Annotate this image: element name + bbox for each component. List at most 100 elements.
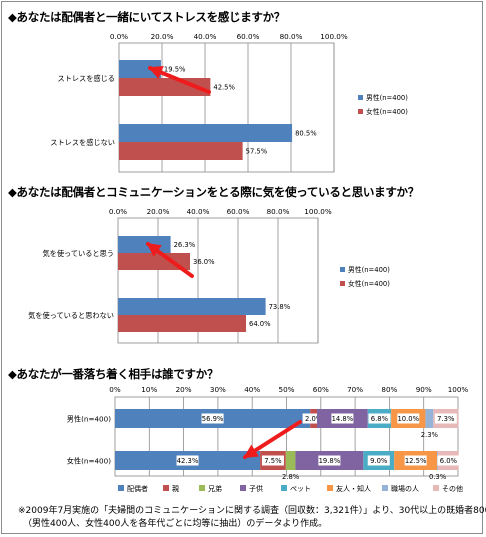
c3-tick-label: 80%: [381, 385, 397, 394]
c1-legend-swatch: [358, 109, 363, 114]
c3-legend-swatch: [240, 485, 246, 491]
c3-legend-swatch: [382, 485, 388, 491]
c3-data-label-bg: [318, 455, 341, 466]
c1-bar-male: [119, 60, 161, 78]
c3-data-label-bg: [176, 455, 199, 466]
arrow-annotation-2-head: [146, 242, 162, 257]
c1-legend-label: 女性(n=400): [366, 107, 408, 116]
c3-tick-label: 10%: [141, 385, 157, 394]
c3-data-label: 7.5%: [264, 457, 282, 465]
c2-tick-label: 100.0%: [304, 207, 332, 216]
c3-legend-swatch: [281, 485, 287, 491]
c2-tick-label: 0.0%: [109, 207, 127, 216]
c1-tick-label: 40.0%: [194, 32, 217, 41]
c3-data-label-bg: [331, 413, 354, 424]
c2-category-label: 気を使っていると思う: [42, 249, 114, 258]
c1-bar-female: [119, 142, 243, 160]
c1-legend-label: 男性(n=400): [366, 93, 408, 102]
c1-tick-label: 20.0%: [151, 32, 174, 41]
c3-legend-label: 親: [172, 484, 179, 493]
c2-tick-label: 60.0%: [227, 207, 250, 216]
c3-data-label-bg: [367, 455, 390, 466]
c3-tick-label: 70%: [347, 385, 363, 394]
chart1-title: ◆あなたは配偶者と一緒にいてストレスを感じますか？: [8, 10, 285, 24]
c1-tick-label: 60.0%: [237, 32, 260, 41]
c2-legend-label: 女性(n=400): [348, 279, 390, 288]
arrow-annotation-3-head: [243, 444, 259, 459]
c2-legend-swatch: [340, 281, 345, 286]
c3-legend-swatch: [199, 485, 205, 491]
c3-data-label: 2.0%: [305, 415, 323, 423]
c1-category-label: ストレスを感じる: [57, 74, 115, 83]
c3-legend-label: ペット: [290, 485, 311, 493]
chart3-title: ◆あなたが一番落ち着く相手は誰ですか？: [8, 367, 219, 381]
arrow-annotation-1-head: [148, 66, 164, 80]
c3-data-label: 9.0%: [370, 457, 388, 465]
c3-category-label: 女性(n=400): [67, 457, 111, 466]
c3-segment-2: [285, 451, 296, 470]
c2-tick-label: 20.0%: [147, 207, 170, 216]
c3-data-label-bg: [437, 455, 460, 466]
c1-category-label: ストレスを感じない: [50, 138, 115, 147]
c3-data-label-bg: [368, 413, 391, 424]
c3-data-label: 2.3%: [421, 431, 439, 439]
c3-data-label: 0.3%: [429, 473, 447, 481]
c2-data-label: 73.8%: [269, 303, 291, 311]
c2-data-label: 26.3%: [174, 241, 196, 249]
c2-data-label: 64.0%: [249, 320, 271, 328]
c3-legend-label: その他: [442, 484, 463, 493]
c2-tick-label: 40.0%: [187, 207, 210, 216]
c3-data-label-bg: [434, 413, 457, 424]
c2-data-label: 36.0%: [193, 258, 215, 266]
c3-data-label: 56.9%: [202, 415, 224, 423]
c1-tick-label: 80.0%: [280, 32, 303, 41]
footnote-line2: （男性400人、女性400人を各年代ごとに均等に抽出）のデータより作成。: [23, 519, 328, 529]
c3-tick-label: 50%: [279, 385, 295, 394]
c3-legend-label: 兄弟: [208, 484, 222, 493]
c3-legend-swatch: [163, 485, 169, 491]
c3-data-label-bg: [261, 455, 284, 466]
c3-legend-label: 配偶者: [127, 484, 148, 493]
c3-data-label: 14.8%: [332, 415, 354, 423]
c1-bar-male: [119, 124, 293, 142]
c3-segment-6: [425, 409, 434, 428]
c2-legend-label: 男性(n=400): [348, 265, 390, 274]
c3-data-label-bg: [404, 455, 427, 466]
c3-data-label: 12.5%: [405, 457, 427, 465]
c1-data-label: 19.5%: [164, 66, 186, 74]
c3-legend-label: 友人・知人: [336, 484, 371, 493]
c2-bar-female: [118, 253, 190, 270]
c3-tick-label: 60%: [313, 385, 329, 394]
c1-data-label: 80.5%: [295, 130, 317, 138]
c3-tick-label: 90%: [416, 385, 432, 394]
c3-legend-label: 職場の人: [391, 484, 419, 493]
c3-tick-label: 30%: [210, 385, 226, 394]
c2-bar-male: [118, 236, 171, 253]
c2-tick-label: 80.0%: [267, 207, 290, 216]
c2-bar-female: [118, 315, 246, 332]
c3-data-label: 19.8%: [319, 457, 341, 465]
c1-legend-swatch: [358, 95, 363, 100]
c2-category-label: 気を使っていると思わない: [28, 311, 114, 320]
c1-data-label: 57.5%: [246, 148, 268, 156]
c3-tick-label: 40%: [244, 385, 260, 394]
c3-data-label: 6.0%: [440, 457, 458, 465]
c3-category-label: 男性(n=400): [67, 415, 111, 424]
c3-data-label-bg: [201, 413, 224, 424]
c3-legend-label: 子供: [249, 484, 263, 493]
c1-data-label: 42.5%: [213, 84, 235, 92]
c1-tick-label: 0.0%: [110, 32, 128, 41]
c3-legend-swatch: [118, 485, 124, 491]
c3-legend-swatch: [327, 485, 333, 491]
c2-legend-swatch: [340, 267, 345, 272]
c1-tick-label: 100.0%: [320, 32, 348, 41]
c3-tick-label: 20%: [176, 385, 192, 394]
c3-data-label: 7.3%: [437, 415, 455, 423]
c3-data-label: 6.8%: [371, 415, 389, 423]
c3-data-label: 42.3%: [177, 457, 199, 465]
c3-tick-label: 0%: [109, 385, 121, 394]
c3-data-label-bg: [302, 413, 325, 424]
chart2-title: ◆あなたは配偶者とコミュニケーションをとる際に気を使っていると思いますか？: [8, 185, 419, 199]
